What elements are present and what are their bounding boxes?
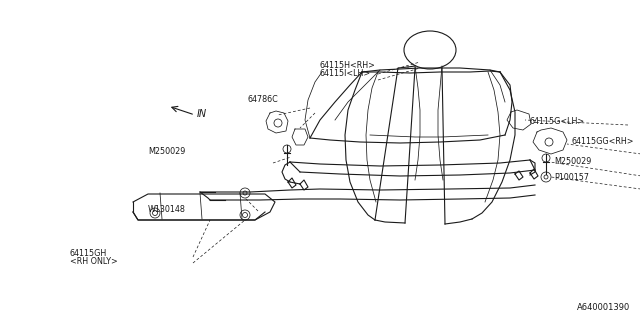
Text: 64786C: 64786C xyxy=(248,95,279,105)
Text: IN: IN xyxy=(197,109,207,119)
Text: M250029: M250029 xyxy=(554,157,591,166)
Text: 64115GH: 64115GH xyxy=(70,249,108,258)
Text: 64115I<LH>: 64115I<LH> xyxy=(320,69,371,78)
Text: 64115G<LH>: 64115G<LH> xyxy=(530,117,585,126)
Text: P100157: P100157 xyxy=(554,172,589,181)
Text: 64115GG<RH>: 64115GG<RH> xyxy=(572,138,634,147)
Text: W130148: W130148 xyxy=(148,205,186,214)
Text: <RH ONLY>: <RH ONLY> xyxy=(70,258,118,267)
Text: M250029: M250029 xyxy=(148,148,186,156)
Text: A640001390: A640001390 xyxy=(577,303,630,312)
Text: 64115H<RH>: 64115H<RH> xyxy=(320,60,376,69)
